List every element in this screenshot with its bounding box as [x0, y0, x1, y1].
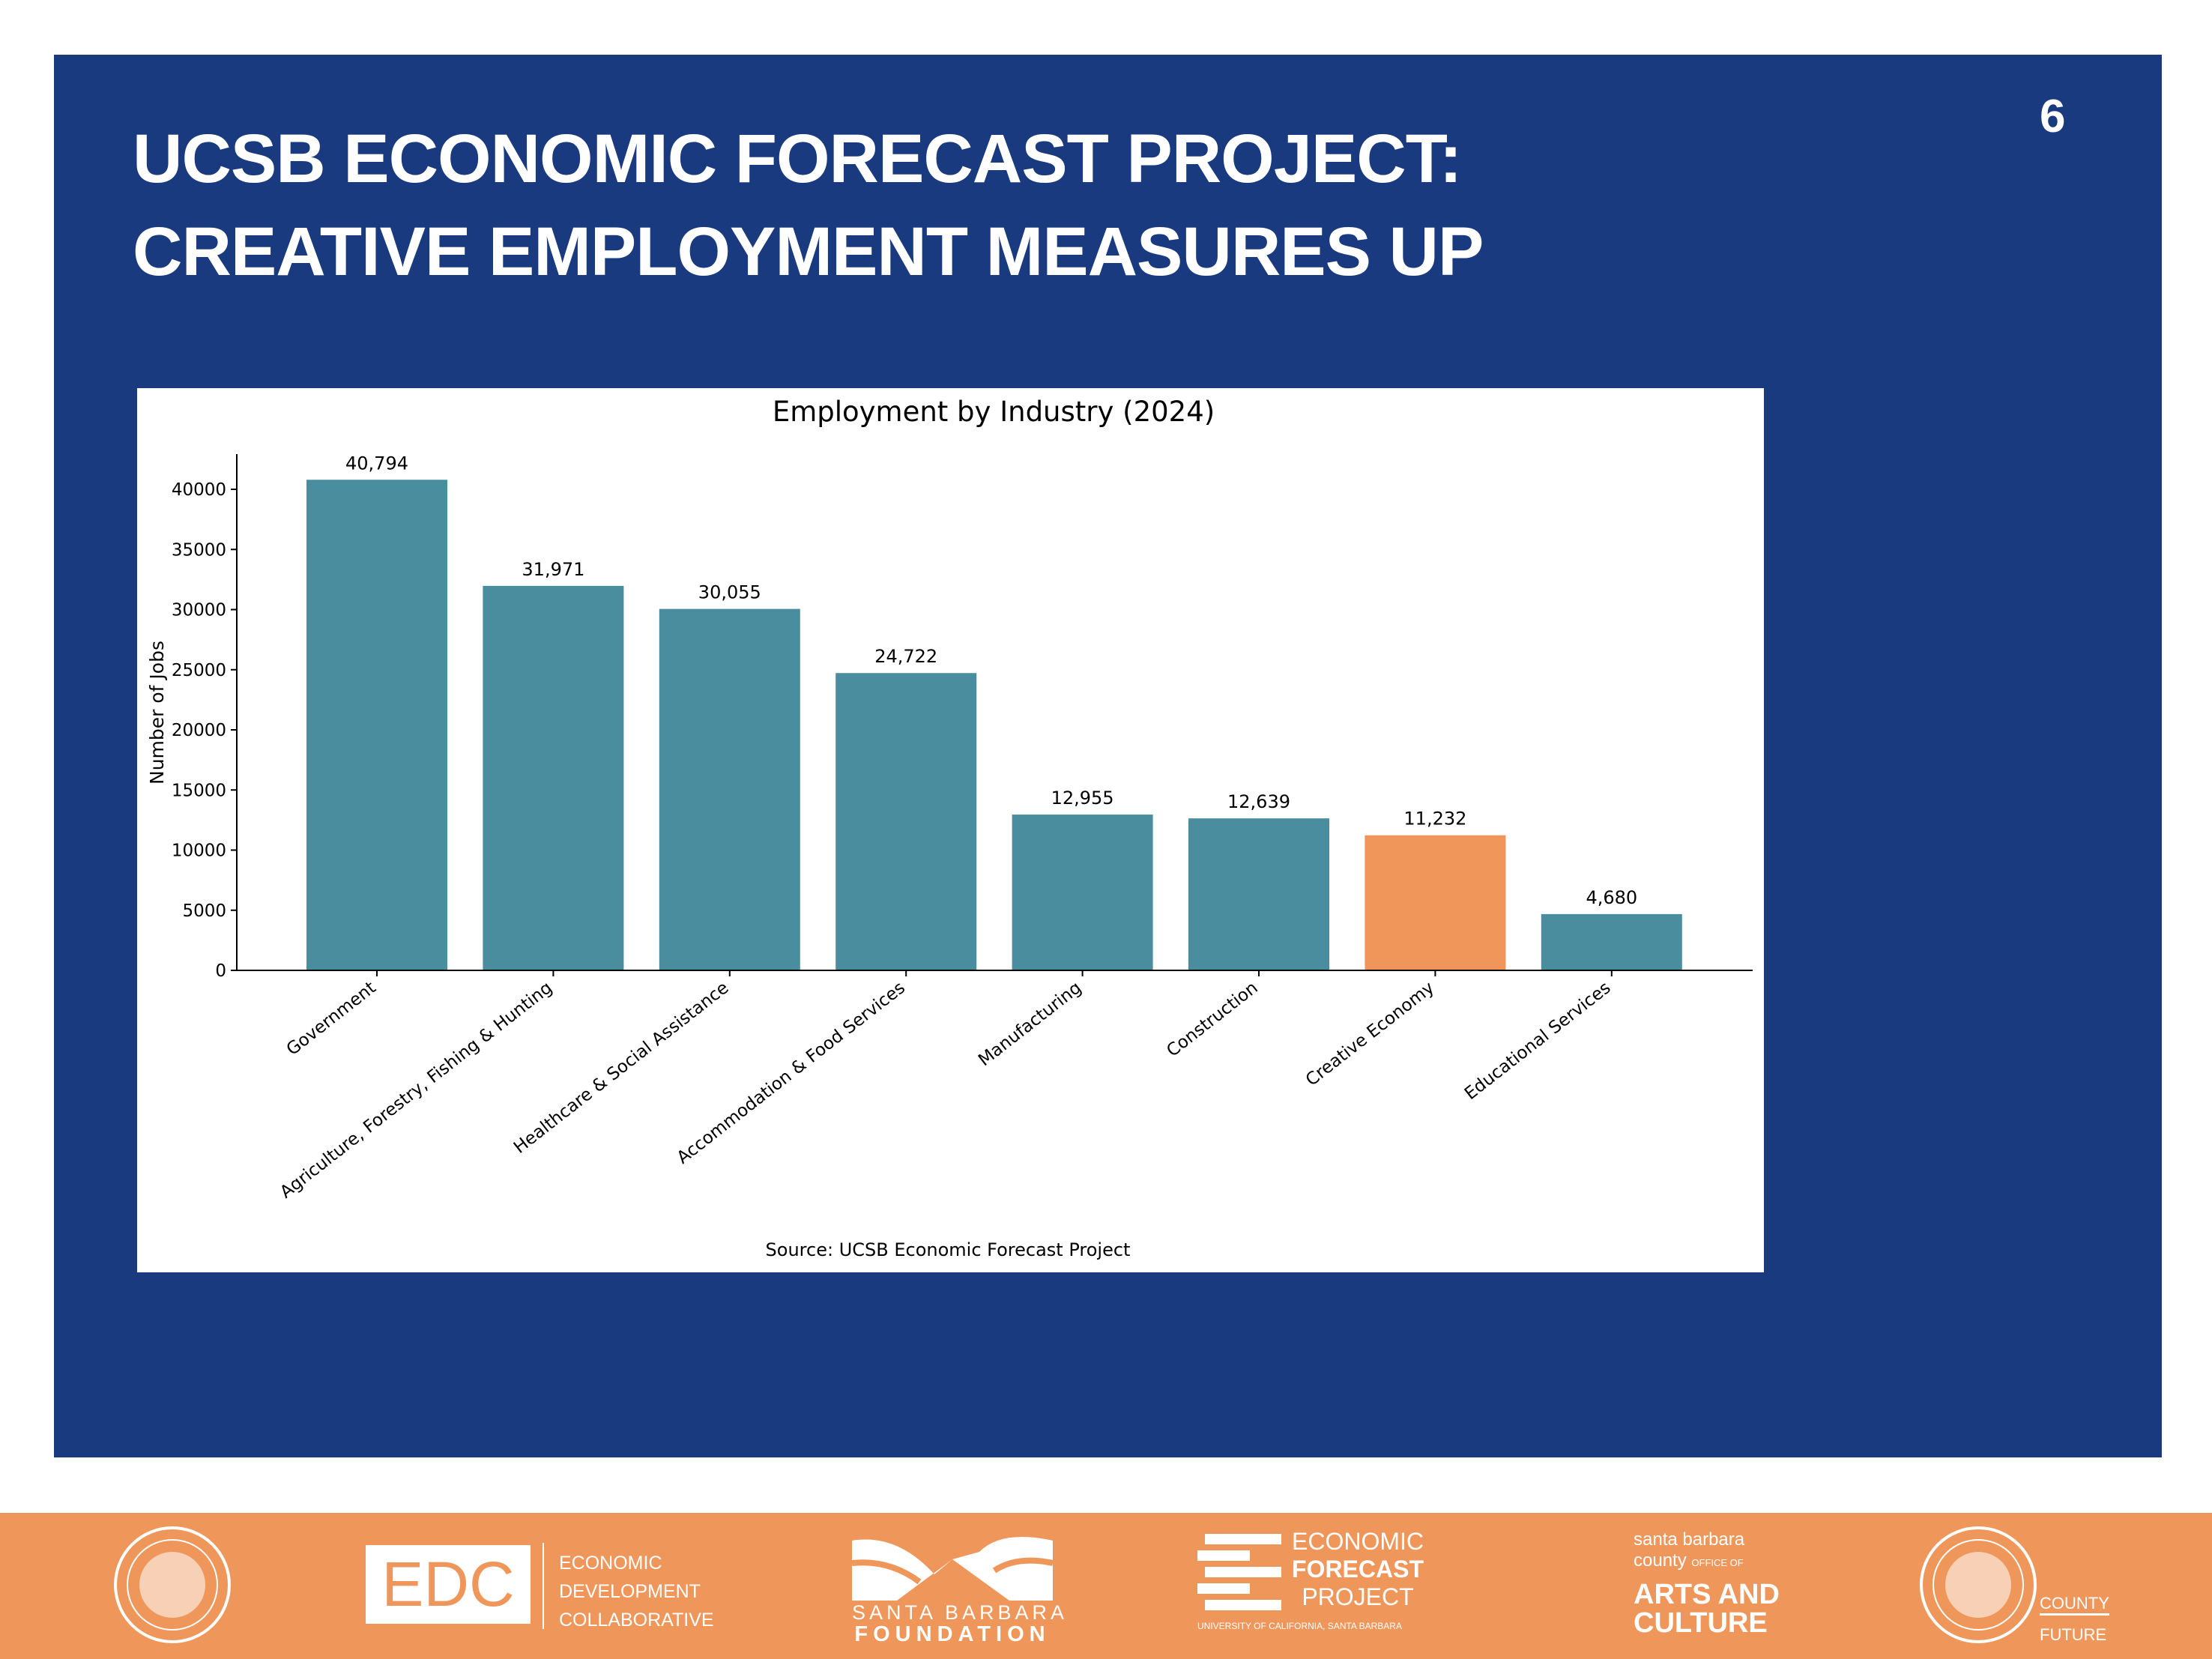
bar-chart: Employment by Industry (2024) Number of … [146, 396, 1753, 1260]
chart-container: Employment by Industry (2024) Number of … [137, 388, 1764, 1272]
edc-mark: EDC [366, 1545, 531, 1624]
bar [835, 673, 977, 970]
bar-value-label: 31,971 [522, 559, 584, 580]
bar-value-label: 12,639 [1227, 791, 1290, 812]
arts-line: santa barbara [1634, 1529, 1745, 1550]
county-line: COUNTY [2040, 1594, 2109, 1616]
bar [306, 480, 447, 970]
y-tick-label: 15000 [172, 781, 226, 800]
page-number: 6 [2040, 91, 2066, 142]
arts-line: county [1634, 1550, 1687, 1571]
efp-line: ECONOMIC [1292, 1528, 1424, 1555]
arts-line: OFFICE OF [1691, 1557, 1744, 1568]
county-line: FUTURE [2040, 1625, 2107, 1644]
x-tick-label: Healthcare & Social Assistance [510, 978, 733, 1158]
y-tick-label: 25000 [172, 661, 226, 680]
edc-line: DEVELOPMENT [559, 1581, 701, 1602]
y-tick-label: 35000 [172, 540, 226, 560]
bar-value-label: 11,232 [1403, 809, 1466, 830]
chart-source: Source: UCSB Economic Forecast Project [766, 1239, 1131, 1260]
x-tick-label: Manufacturing [975, 978, 1085, 1070]
bar-value-label: 12,955 [1051, 788, 1114, 809]
bar [483, 585, 624, 970]
y-tick-label: 0 [215, 961, 226, 981]
city-seal-logo [114, 1526, 231, 1643]
efp-subtitle: UNIVERSITY OF CALIFORNIA, SANTA BARBARA [1197, 1621, 1402, 1631]
bar [1365, 835, 1506, 970]
sbf-line: FOUNDATION [854, 1622, 1051, 1646]
footer-logo-bar: EDC ECONOMIC DEVELOPMENT COLLABORATIVE S… [0, 1513, 2212, 1659]
edc-line: ECONOMIC [559, 1553, 662, 1574]
bar [1541, 913, 1682, 970]
y-tick-label: 5000 [182, 901, 226, 921]
bar [659, 608, 800, 970]
bar-value-label: 40,794 [345, 453, 408, 474]
y-tick-label: 40000 [172, 480, 226, 500]
chart-title: Employment by Industry (2024) [773, 396, 1215, 428]
efp-line: FORECAST [1292, 1556, 1424, 1583]
x-tick-label: Government [283, 978, 380, 1060]
y-axis-label: Number of Jobs [146, 641, 168, 785]
slide-title: UCSB ECONOMIC FORECAST PROJECT: CREATIVE… [133, 112, 1484, 298]
bar-value-label: 30,055 [698, 582, 761, 603]
y-tick-label: 30000 [172, 601, 226, 620]
sbf-line: SANTA BARBARA [852, 1601, 1069, 1624]
y-tick-label: 10000 [172, 841, 226, 861]
title-line-1: UCSB ECONOMIC FORECAST PROJECT: [133, 121, 1462, 197]
x-tick-label: Educational Services [1461, 978, 1615, 1104]
bar [1012, 815, 1153, 970]
title-line-2: CREATIVE EMPLOYMENT MEASURES UP [133, 214, 1484, 290]
bar-value-label: 4,680 [1586, 887, 1637, 908]
y-tick-label: 20000 [172, 721, 226, 740]
x-tick-label: Agriculture, Forestry, Fishing & Hunting [276, 978, 556, 1202]
x-tick-label: Creative Economy [1302, 978, 1438, 1090]
bar-value-label: 24,722 [874, 646, 937, 667]
x-tick-label: Construction [1163, 978, 1261, 1061]
arts-line: ARTS AND [1634, 1579, 1780, 1610]
arts-line: CULTURE [1634, 1607, 1768, 1639]
bar [1188, 818, 1329, 970]
efp-line: PROJECT [1302, 1583, 1414, 1610]
edc-line: COLLABORATIVE [559, 1610, 714, 1631]
